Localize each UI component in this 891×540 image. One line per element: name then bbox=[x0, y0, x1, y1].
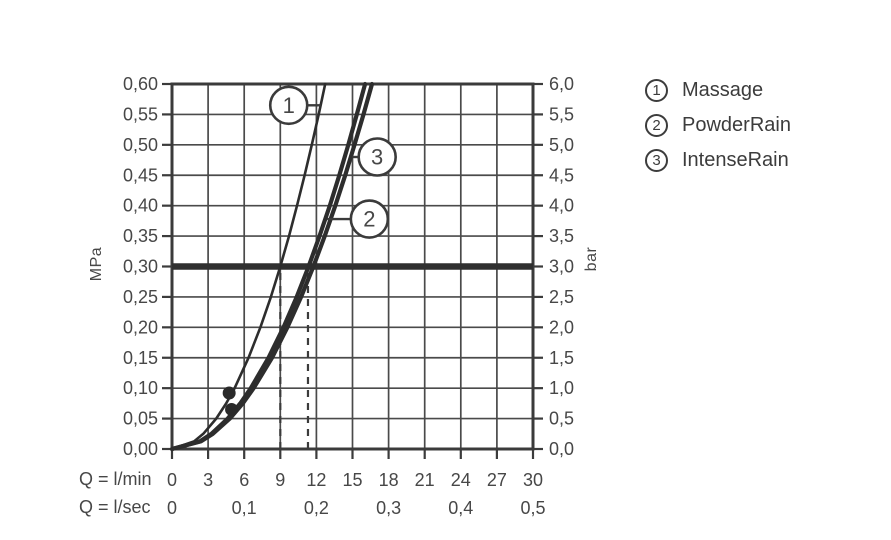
x-tick-label-lsec: 0 bbox=[167, 498, 177, 518]
y-tick-label-right: 2,5 bbox=[549, 287, 574, 307]
y-tick-label-left: 0,35 bbox=[123, 226, 158, 246]
x-tick-label-lmin: 9 bbox=[275, 470, 285, 490]
curve-marker-dot bbox=[222, 386, 236, 400]
y-tick-label-left: 0,25 bbox=[123, 287, 158, 307]
x-tick-label-lmin: 12 bbox=[306, 470, 326, 490]
x-tick-label-lmin: 24 bbox=[451, 470, 471, 490]
y-tick-label-right: 5,5 bbox=[549, 104, 574, 124]
x-tick-label-lmin: 6 bbox=[239, 470, 249, 490]
y-tick-label-right: 3,5 bbox=[549, 226, 574, 246]
y-axis-unit-mpa: MPa bbox=[88, 246, 105, 282]
x-tick-label-lmin: 15 bbox=[342, 470, 362, 490]
x-tick-label-lmin: 18 bbox=[379, 470, 399, 490]
y-tick-label-left: 0,40 bbox=[123, 196, 158, 216]
legend-label: IntenseRain bbox=[682, 149, 789, 171]
y-tick-label-left: 0,30 bbox=[123, 257, 158, 277]
y-tick-label-right: 3,0 bbox=[549, 257, 574, 277]
legend-item-massage: 1 Massage bbox=[645, 79, 791, 102]
y-tick-label-left: 0,20 bbox=[123, 317, 158, 337]
y-tick-label-left: 0,60 bbox=[123, 74, 158, 94]
annotation-circle-1 bbox=[268, 85, 309, 126]
legend-item-intenserain: 3 IntenseRain bbox=[645, 149, 791, 172]
curve-marker-dot bbox=[225, 402, 239, 416]
y-tick-label-left: 0,15 bbox=[123, 348, 158, 368]
x-tick-label-lmin: 21 bbox=[415, 470, 435, 490]
y-tick-label-right: 4,0 bbox=[549, 196, 574, 216]
y-tick-label-left: 0,00 bbox=[123, 439, 158, 459]
y-tick-label-left: 0,50 bbox=[123, 135, 158, 155]
curve-massage bbox=[170, 82, 327, 451]
x-tick-label-lmin: 3 bbox=[203, 470, 213, 490]
x-tick-label-lmin: 30 bbox=[523, 470, 543, 490]
y-tick-label-right: 1,5 bbox=[549, 348, 574, 368]
annotation-number-2: 2 bbox=[363, 207, 375, 232]
y-tick-label-right: 6,0 bbox=[549, 74, 574, 94]
legend-item-powderrain: 2 PowderRain bbox=[645, 114, 791, 137]
annotation-circle-2 bbox=[349, 199, 390, 239]
legend-number-circle: 1 bbox=[645, 79, 668, 102]
x-axis-row-label-lmin: Q = l/min bbox=[79, 469, 152, 489]
y-tick-label-left: 0,10 bbox=[123, 378, 158, 398]
annotation-number-3: 3 bbox=[371, 145, 383, 170]
y-axis-unit-bar: bar bbox=[583, 246, 600, 272]
legend-label: PowderRain bbox=[682, 114, 791, 136]
y-tick-label-right: 5,0 bbox=[549, 135, 574, 155]
x-tick-label-lsec: 0,3 bbox=[376, 498, 401, 518]
x-axis-row-label-lsec: Q = l/sec bbox=[79, 497, 151, 517]
annotation-number-1: 1 bbox=[283, 93, 295, 118]
y-tick-label-left: 0,05 bbox=[123, 409, 158, 429]
legend-label: Massage bbox=[682, 79, 764, 101]
legend-number-circle: 2 bbox=[645, 114, 668, 137]
y-tick-label-right: 4,5 bbox=[549, 165, 574, 185]
y-tick-label-right: 0,0 bbox=[549, 439, 574, 459]
curve-intenserain bbox=[169, 81, 375, 452]
x-tick-label-lsec: 0,1 bbox=[232, 498, 257, 518]
x-tick-label-lmin: 27 bbox=[487, 470, 507, 490]
y-tick-label-left: 0,45 bbox=[123, 165, 158, 185]
annotation-circle-3 bbox=[357, 137, 397, 177]
x-tick-label-lsec: 0,2 bbox=[304, 498, 329, 518]
y-tick-label-left: 0,55 bbox=[123, 104, 158, 124]
legend-number-circle: 3 bbox=[645, 149, 668, 172]
x-tick-label-lsec: 0,5 bbox=[520, 498, 545, 518]
x-tick-label-lsec: 0,4 bbox=[448, 498, 473, 518]
y-tick-label-right: 2,0 bbox=[549, 317, 574, 337]
chart-legend: 1 Massage 2 PowderRain 3 IntenseRain bbox=[645, 79, 791, 172]
x-tick-label-lmin: 0 bbox=[167, 470, 177, 490]
y-tick-label-right: 0,5 bbox=[549, 409, 574, 429]
y-tick-label-right: 1,0 bbox=[549, 378, 574, 398]
